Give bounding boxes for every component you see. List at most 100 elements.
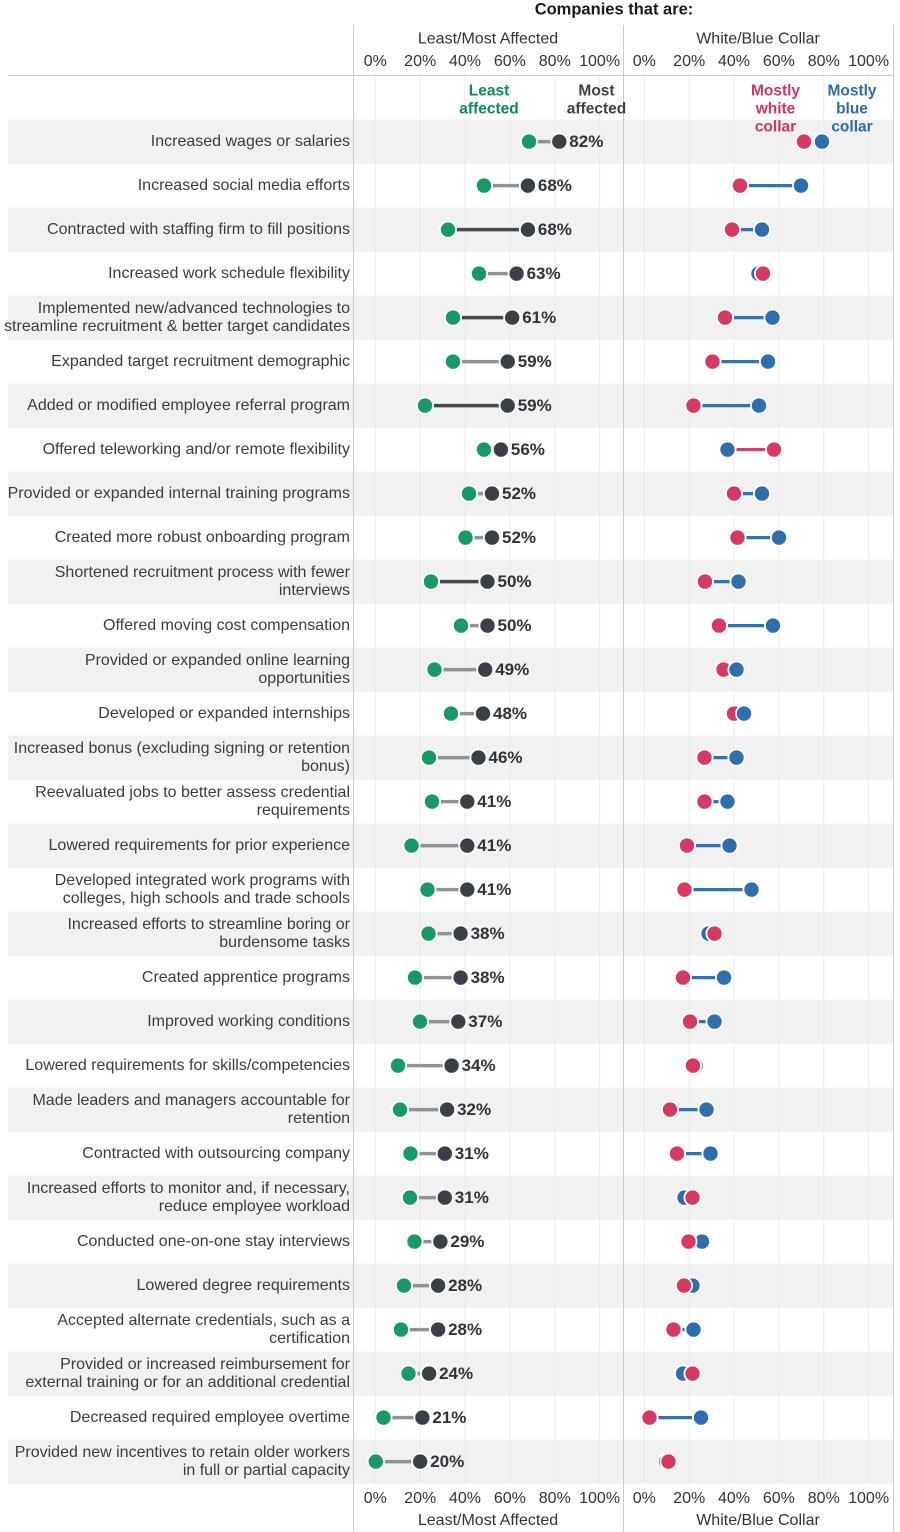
svg-text:Offered teleworking and/or rem: Offered teleworking and/or remote flexib… [43, 441, 350, 458]
svg-text:41%: 41% [477, 836, 511, 855]
svg-text:21%: 21% [432, 1408, 466, 1427]
svg-text:affected: affected [459, 101, 518, 118]
svg-text:certification: certification [269, 1330, 350, 1347]
svg-text:Increased wages or salaries: Increased wages or salaries [151, 133, 350, 150]
svg-text:Provided or expanded online le: Provided or expanded online learning [85, 652, 350, 669]
svg-text:38%: 38% [471, 968, 505, 987]
svg-text:Expanded target recruitment de: Expanded target recruitment demographic [51, 353, 350, 370]
svg-text:Shortened recruitment process: Shortened recruitment process with fewer [55, 564, 351, 581]
svg-text:40%: 40% [718, 1490, 750, 1507]
svg-text:80%: 80% [808, 1490, 840, 1507]
svg-text:50%: 50% [498, 572, 532, 591]
svg-text:59%: 59% [518, 352, 552, 371]
svg-text:68%: 68% [538, 176, 572, 195]
svg-text:50%: 50% [498, 616, 532, 635]
svg-text:Reevaluated jobs to better ass: Reevaluated jobs to better assess creden… [35, 784, 350, 801]
svg-text:0%: 0% [364, 1490, 387, 1507]
svg-text:Created apprentice programs: Created apprentice programs [142, 969, 350, 986]
svg-text:Conducted one-on-one stay inte: Conducted one-on-one stay interviews [77, 1233, 350, 1250]
svg-text:Least/Most Affected: Least/Most Affected [418, 1512, 558, 1529]
svg-text:bonus): bonus) [301, 758, 350, 775]
svg-text:White/Blue Collar: White/Blue Collar [696, 31, 820, 48]
svg-text:49%: 49% [495, 660, 529, 679]
svg-text:retention: retention [288, 1110, 350, 1127]
svg-text:20%: 20% [430, 1452, 464, 1471]
svg-text:Improved working conditions: Improved working conditions [147, 1013, 350, 1030]
svg-text:60%: 60% [494, 1490, 526, 1507]
svg-text:affected: affected [567, 101, 626, 118]
svg-text:20%: 20% [673, 53, 705, 70]
svg-text:31%: 31% [455, 1188, 489, 1207]
svg-text:40%: 40% [449, 53, 481, 70]
svg-text:Developed or expanded internsh: Developed or expanded internships [98, 705, 350, 722]
svg-text:reduce employee workload: reduce employee workload [159, 1198, 350, 1215]
svg-text:Accepted alternate credentials: Accepted alternate credentials, such as … [57, 1312, 350, 1329]
svg-text:52%: 52% [502, 484, 536, 503]
svg-text:Offered moving cost compensati: Offered moving cost compensation [103, 617, 350, 634]
svg-text:68%: 68% [538, 220, 572, 239]
svg-text:0%: 0% [633, 1490, 656, 1507]
svg-text:Made leaders and managers acco: Made leaders and managers accountable fo… [32, 1092, 350, 1109]
svg-text:100%: 100% [848, 1490, 889, 1507]
svg-text:requirements: requirements [257, 802, 350, 819]
svg-text:Contracted with staffing firm: Contracted with staffing firm to fill po… [47, 221, 350, 238]
svg-text:Decreased required employee ov: Decreased required employee overtime [70, 1409, 350, 1426]
svg-text:100%: 100% [848, 53, 889, 70]
svg-text:80%: 80% [539, 53, 571, 70]
svg-text:Contracted with outsourcing co: Contracted with outsourcing company [82, 1145, 350, 1162]
svg-text:Lowered requirements for skill: Lowered requirements for skills/competen… [25, 1057, 350, 1074]
svg-text:100%: 100% [579, 53, 620, 70]
svg-text:32%: 32% [457, 1100, 491, 1119]
svg-text:Most: Most [578, 83, 614, 100]
svg-text:100%: 100% [579, 1490, 620, 1507]
svg-text:0%: 0% [633, 53, 656, 70]
svg-text:Least/Most Affected: Least/Most Affected [418, 31, 558, 48]
svg-text:0%: 0% [364, 53, 387, 70]
svg-text:80%: 80% [539, 1490, 571, 1507]
svg-text:38%: 38% [471, 924, 505, 943]
svg-text:collar: collar [755, 119, 796, 136]
svg-text:Implemented new/advanced techn: Implemented new/advanced technologies to [38, 300, 350, 317]
svg-text:Companies that are:: Companies that are: [535, 1, 694, 19]
svg-text:60%: 60% [763, 53, 795, 70]
svg-text:40%: 40% [718, 53, 750, 70]
svg-text:Mostly: Mostly [751, 83, 800, 100]
svg-text:56%: 56% [511, 440, 545, 459]
svg-text:Increased social media efforts: Increased social media efforts [138, 177, 350, 194]
svg-text:28%: 28% [448, 1320, 482, 1339]
svg-text:20%: 20% [673, 1490, 705, 1507]
svg-text:59%: 59% [518, 396, 552, 415]
svg-text:46%: 46% [489, 748, 523, 767]
svg-text:Developed integrated work prog: Developed integrated work programs with [55, 872, 350, 889]
svg-text:in full or partial capacity: in full or partial capacity [183, 1462, 350, 1479]
svg-text:37%: 37% [468, 1012, 502, 1031]
svg-text:41%: 41% [477, 792, 511, 811]
svg-text:burdensome tasks: burdensome tasks [219, 934, 350, 951]
svg-text:20%: 20% [404, 53, 436, 70]
svg-text:Increased bonus (excluding sig: Increased bonus (excluding signing or re… [14, 740, 350, 757]
svg-text:24%: 24% [439, 1364, 473, 1383]
svg-text:52%: 52% [502, 528, 536, 547]
svg-text:Increased efforts to monitor a: Increased efforts to monitor and, if nec… [27, 1180, 350, 1197]
svg-text:Least: Least [469, 83, 510, 100]
svg-text:White/Blue Collar: White/Blue Collar [696, 1512, 820, 1529]
svg-text:60%: 60% [494, 53, 526, 70]
svg-text:collar: collar [831, 119, 872, 136]
svg-text:82%: 82% [569, 132, 603, 151]
svg-text:41%: 41% [477, 880, 511, 899]
svg-text:48%: 48% [493, 704, 527, 723]
svg-text:blue: blue [836, 101, 868, 118]
svg-text:Provided or increased reimburs: Provided or increased reimbursement for [60, 1356, 351, 1373]
svg-text:60%: 60% [763, 1490, 795, 1507]
svg-text:streamline recruitment & bette: streamline recruitment & better target c… [4, 318, 350, 335]
svg-text:interviews: interviews [279, 582, 350, 599]
svg-text:61%: 61% [522, 308, 556, 327]
svg-text:Added or modified employee ref: Added or modified employee referral prog… [27, 397, 350, 414]
svg-text:Lowered degree requirements: Lowered degree requirements [137, 1277, 350, 1294]
svg-text:80%: 80% [808, 53, 840, 70]
svg-text:external training or for an ad: external training or for an additional c… [25, 1374, 350, 1391]
svg-text:white: white [755, 101, 796, 118]
svg-text:Provided or expanded internal: Provided or expanded internal training p… [8, 485, 350, 502]
svg-text:28%: 28% [448, 1276, 482, 1295]
svg-text:Increased work schedule flexib: Increased work schedule flexibility [108, 265, 350, 282]
